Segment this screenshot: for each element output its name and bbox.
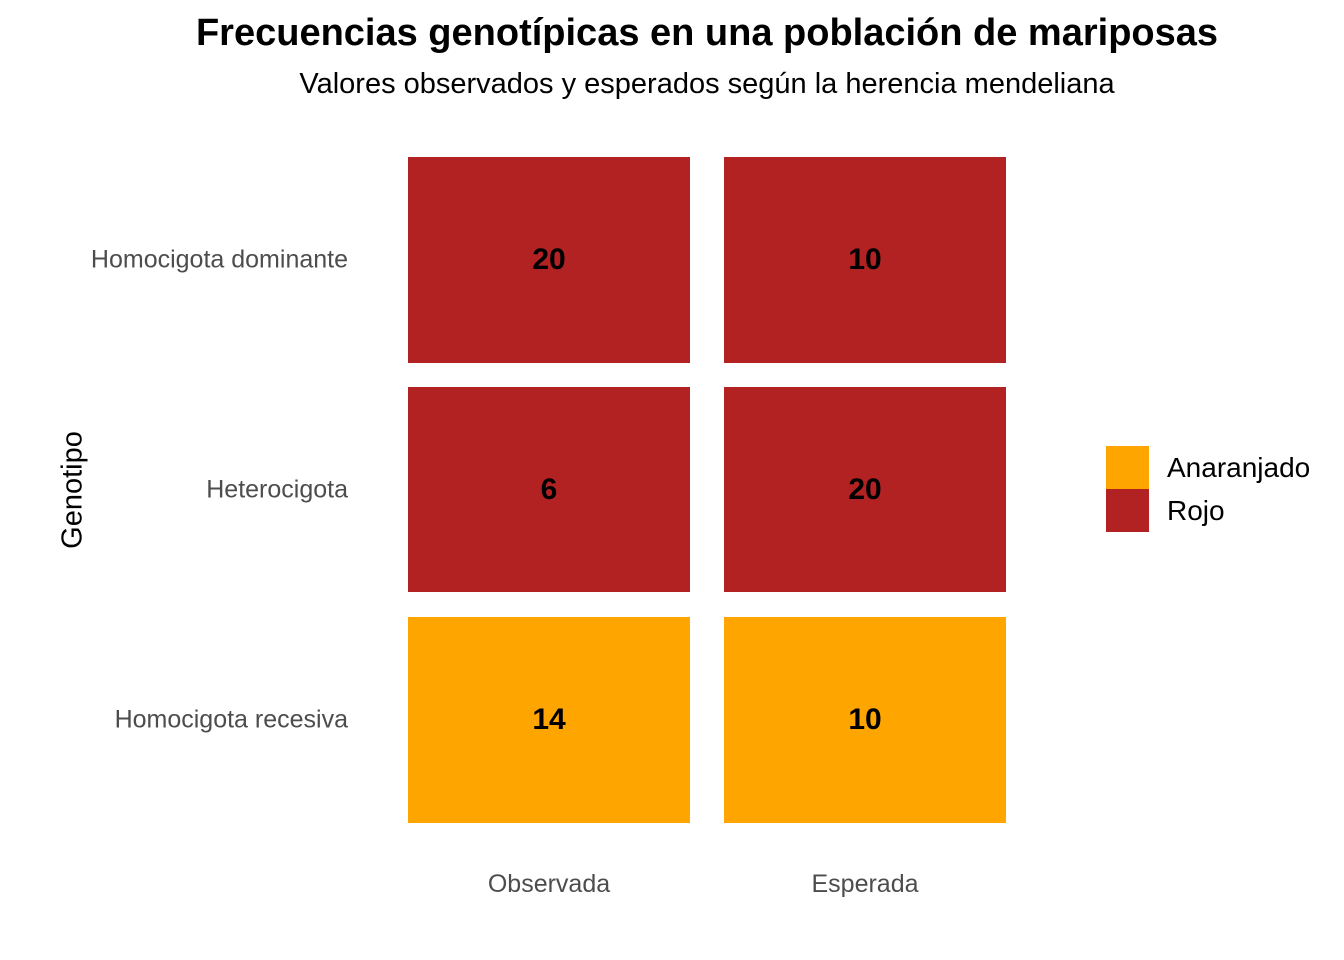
legend-swatch-rojo <box>1106 489 1149 532</box>
chart-title: Frecuencias genotípicas en una población… <box>195 12 1219 54</box>
tile-homocigota-recesiva-observada: 14 <box>408 617 690 823</box>
legend: Anaranjado Rojo <box>1106 446 1310 532</box>
y-axis-title: Genotipo <box>56 431 89 549</box>
tile-heterocigota-esperada: 20 <box>724 387 1006 592</box>
x-tick-label-esperada: Esperada <box>811 870 919 898</box>
tile-value: 20 <box>532 243 566 276</box>
legend-swatch-anaranjado <box>1106 446 1149 489</box>
y-tick-label-homocigota-recesiva: Homocigota recesiva <box>114 705 348 734</box>
y-tick-label-heterocigota: Heterocigota <box>206 475 348 504</box>
tile-homocigota-dominante-observada: 20 <box>408 157 690 363</box>
legend-label: Rojo <box>1167 494 1225 526</box>
tile-value: 14 <box>532 703 566 736</box>
x-tick-label-observada: Observada <box>487 870 611 898</box>
y-tick-label-homocigota-dominante: Homocigota dominante <box>90 245 348 274</box>
tile-value: 20 <box>848 472 882 506</box>
tile-homocigota-dominante-esperada: 10 <box>724 157 1006 363</box>
chart-subtitle: Valores observados y esperados según la … <box>299 68 1115 100</box>
legend-label: Anaranjado <box>1167 451 1311 483</box>
tile-value: 10 <box>848 243 882 276</box>
tile-value: 10 <box>848 703 882 736</box>
tile-heterocigota-observada: 6 <box>408 387 690 592</box>
tile-homocigota-recesiva-esperada: 10 <box>724 617 1006 823</box>
legend-entry-anaranjado: Anaranjado <box>1106 446 1310 489</box>
tile-value: 6 <box>540 472 558 506</box>
legend-entry-rojo: Rojo <box>1106 489 1310 532</box>
